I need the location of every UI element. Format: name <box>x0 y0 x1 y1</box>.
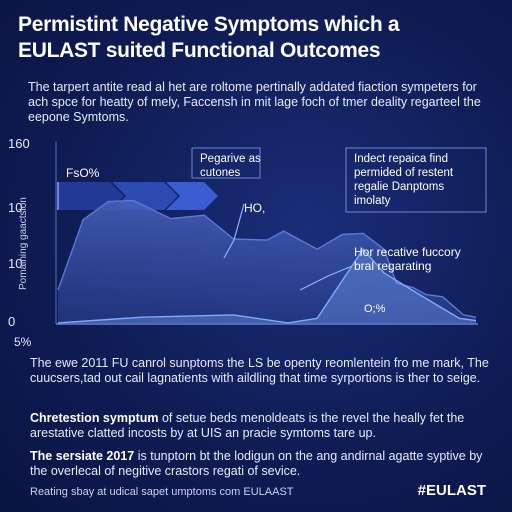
y-tick-label: 10 <box>8 200 22 215</box>
page-title: Permistint Negative Symptoms which a EUL… <box>18 12 498 64</box>
annotation-hq: HO, <box>244 201 265 215</box>
footer-text: Reating sbay at udical sapet umptoms com… <box>30 486 294 498</box>
pointer-line <box>223 203 245 259</box>
paragraph-3: The sersiate 2017 is tunptorn bt the lod… <box>30 449 490 479</box>
annotation-top-left: FsO% <box>66 166 100 180</box>
annotation-mid-right-line2: bral regarating <box>354 259 431 273</box>
title-line-1: Permistint Negative Symptoms which a <box>18 13 400 36</box>
paragraph-1: The ewe 2011 FU canrol sunptoms the LS b… <box>30 356 489 385</box>
paragraph-2-body: of setue beds menoldeats is the revel th… <box>30 411 465 440</box>
hashtag: #EULAST <box>417 482 486 499</box>
annotation-pct: O;% <box>364 303 386 315</box>
y-tick-label: 0 <box>8 314 15 329</box>
y-axis-label: Pomaining gaactslon <box>18 197 29 290</box>
paragraph-2-lead: Chretestion symptum <box>30 411 159 425</box>
annotation-box-mid <box>191 147 261 179</box>
series-area <box>58 200 476 324</box>
title-line-2: EULAST suited Functional Outcomes <box>18 39 381 62</box>
intro-paragraph: The tarpert antite read al het are rolto… <box>28 80 481 124</box>
annotation-box-line1: Indect repaica find <box>354 153 448 165</box>
series-area <box>58 249 476 324</box>
annotation-box-right <box>345 147 487 213</box>
annotation-box-line3: regalie Danptoms <box>354 181 444 193</box>
annotation-mid-right-line1: Hor recative fuccory <box>354 245 461 259</box>
paragraph-2: Chretestion symptum of setue beds menold… <box>30 411 490 441</box>
chevron-segment <box>166 182 218 210</box>
series-line <box>57 248 477 324</box>
series-layer <box>57 199 477 324</box>
annotation-mid-line2: cutones <box>200 167 241 179</box>
series-line <box>57 199 477 318</box>
pointer-line <box>299 265 353 291</box>
annotation-box-line4: imolaty <box>354 195 391 207</box>
paragraph-3-body: is tunptorn bt the lodigun on the ang an… <box>30 449 483 478</box>
x-tick-label: 5% <box>14 335 32 349</box>
y-tick-label: 160 <box>8 136 30 151</box>
annotation-box-line2: permided of restent <box>354 167 454 179</box>
annotation-mid-line1: Pegarive as <box>200 153 261 165</box>
chart: 160 10 10 0 5% Pomaining gaactslon FsO% … <box>8 136 487 349</box>
y-tick-label: 10 <box>8 256 22 271</box>
paragraph-3-lead: The sersiate 2017 <box>30 449 135 463</box>
